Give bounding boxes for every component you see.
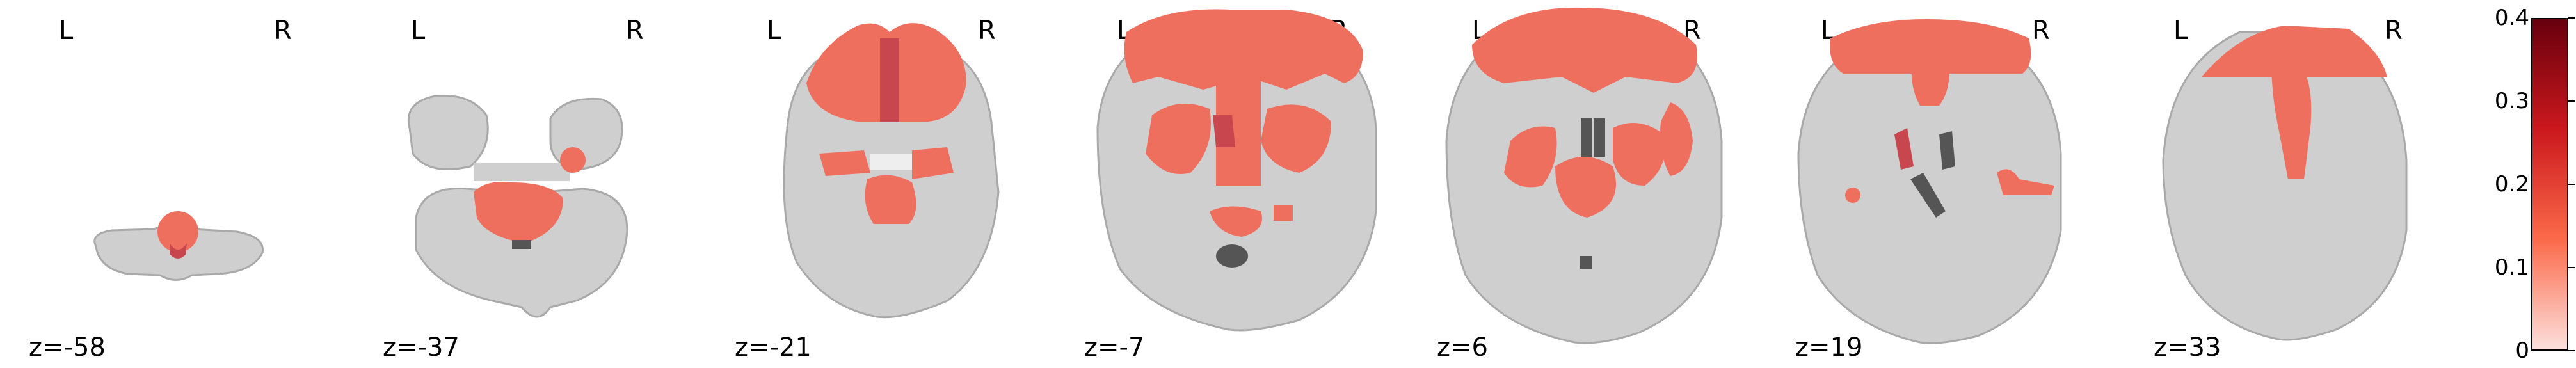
colorbar-tick-mark [2568, 17, 2575, 19]
slice-z-label: z=33 [2154, 333, 2221, 362]
slice-panel-z6: L R z=6 [1434, 0, 1792, 368]
colorbar-tick-label: 0 [2515, 338, 2529, 364]
slice-z-label: z=6 [1437, 333, 1488, 362]
slice-z-label: z=-7 [1084, 333, 1145, 362]
colorbar-tick-label: 0.2 [2494, 172, 2529, 197]
right-orientation-label: R [274, 16, 292, 45]
left-orientation-label: L [1821, 16, 1836, 45]
brain-slice-z33 [2162, 26, 2408, 341]
slice-panel-z19: L R z=19 [1792, 0, 2150, 368]
slice-panel-z-37: L R z=-37 [358, 0, 717, 368]
left-orientation-label: L [59, 16, 74, 45]
colorbar-tick-label: 0.1 [2494, 255, 2529, 280]
colorbar-tick-label: 0.4 [2494, 5, 2529, 31]
colorbar [2531, 18, 2568, 351]
colorbar-tick-label: 0.3 [2494, 88, 2529, 114]
slice-z-label: z=-58 [29, 333, 106, 362]
brain-slice-z-21 [783, 23, 1000, 319]
colorbar-tick-mark [2568, 350, 2575, 351]
left-orientation-label: L [2173, 16, 2188, 45]
brain-slice-z19 [1797, 19, 2062, 344]
right-orientation-label: R [626, 16, 644, 45]
activation-blob [157, 211, 198, 252]
right-orientation-label: R [978, 16, 996, 45]
colorbar-tick-mark [2568, 267, 2575, 268]
colorbar-tick-mark [2568, 100, 2575, 102]
slice-panel-z-21: L R z=-21 [717, 0, 1075, 368]
brain-slice-z-37 [407, 94, 628, 318]
brain-slice-z-7 [1096, 9, 1377, 332]
colorbar-tick-mark [2568, 184, 2575, 185]
right-orientation-label: R [2032, 16, 2050, 45]
slice-panel-z33: L R z=33 [2150, 0, 2509, 368]
left-orientation-label: L [411, 16, 426, 45]
brain-slice-z6 [1445, 7, 1723, 344]
slice-z-label: z=19 [1795, 333, 1863, 362]
right-orientation-label: R [2385, 16, 2403, 45]
slice-z-label: z=-21 [735, 333, 812, 362]
brain-slice-z-58 [93, 211, 264, 281]
slice-z-label: z=-37 [383, 333, 460, 362]
slice-panel-z-7: L R z=-7 [1075, 0, 1434, 368]
slice-panel-z-58: L R z=-58 [0, 0, 358, 368]
left-orientation-label: L [767, 16, 781, 45]
